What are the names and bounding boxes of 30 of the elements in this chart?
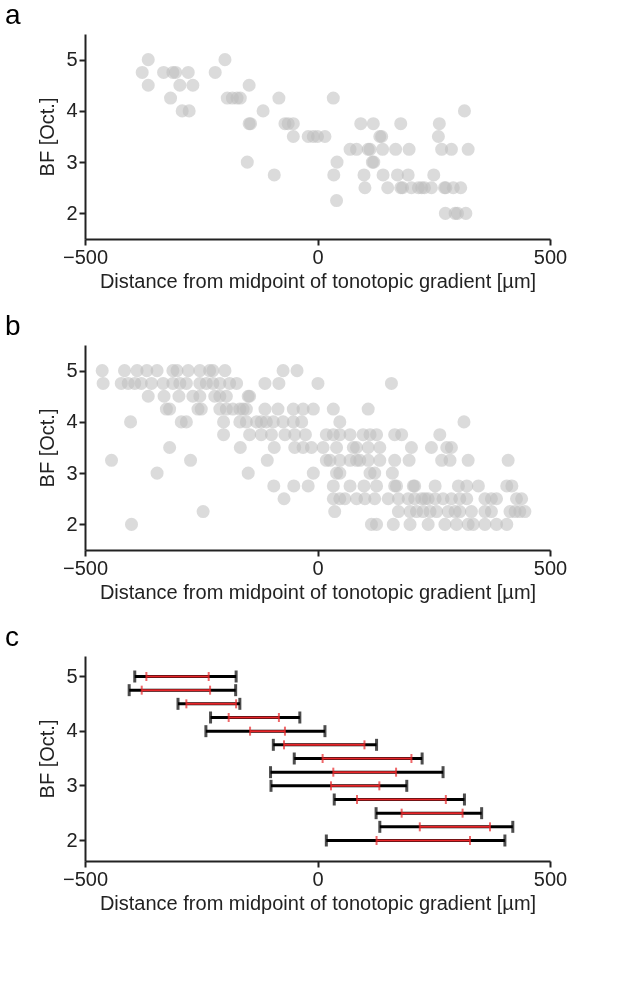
y-tick-label: 2 xyxy=(66,512,78,535)
x-tick-label: 0 xyxy=(312,245,324,268)
y-axis-title: BF [Oct.] xyxy=(36,97,59,177)
y-tick-label: 5 xyxy=(66,664,78,687)
x-tick-label: 0 xyxy=(312,556,324,579)
x-tick-label: 500 xyxy=(533,245,568,268)
x-tick-label: 500 xyxy=(533,556,568,579)
y-tick-label: 5 xyxy=(66,48,78,71)
y-tick-label: 4 xyxy=(66,719,78,742)
y-tick-label: 3 xyxy=(66,461,78,484)
y-tick-label: 3 xyxy=(66,150,78,173)
x-axis-title: Distance from midpoint of tonotopic gradient [µm] xyxy=(99,891,537,914)
y-tick-label: 4 xyxy=(66,99,78,122)
y-tick-label: 5 xyxy=(66,359,78,382)
chart-title: a xyxy=(5,0,21,30)
x-tick-label: −500 xyxy=(62,245,109,268)
y-tick-label: 2 xyxy=(66,201,78,224)
x-axis-title: Distance from midpoint of tonotopic gradient [µm] xyxy=(99,580,537,603)
y-axis-title: BF [Oct.] xyxy=(36,408,59,488)
y-tick-label: 3 xyxy=(66,773,78,796)
y-tick-label: 4 xyxy=(66,410,78,433)
y-tick-label: 2 xyxy=(66,828,78,851)
chart-title: b xyxy=(5,310,21,341)
x-tick-label: −500 xyxy=(62,867,109,890)
x-axis-title: Distance from midpoint of tonotopic gradient [µm] xyxy=(99,269,537,292)
x-tick-label: 500 xyxy=(533,867,568,890)
x-tick-label: 0 xyxy=(312,867,324,890)
chart-title: c xyxy=(5,621,19,652)
x-tick-label: −500 xyxy=(62,556,109,579)
y-axis-title: BF [Oct.] xyxy=(36,719,59,799)
